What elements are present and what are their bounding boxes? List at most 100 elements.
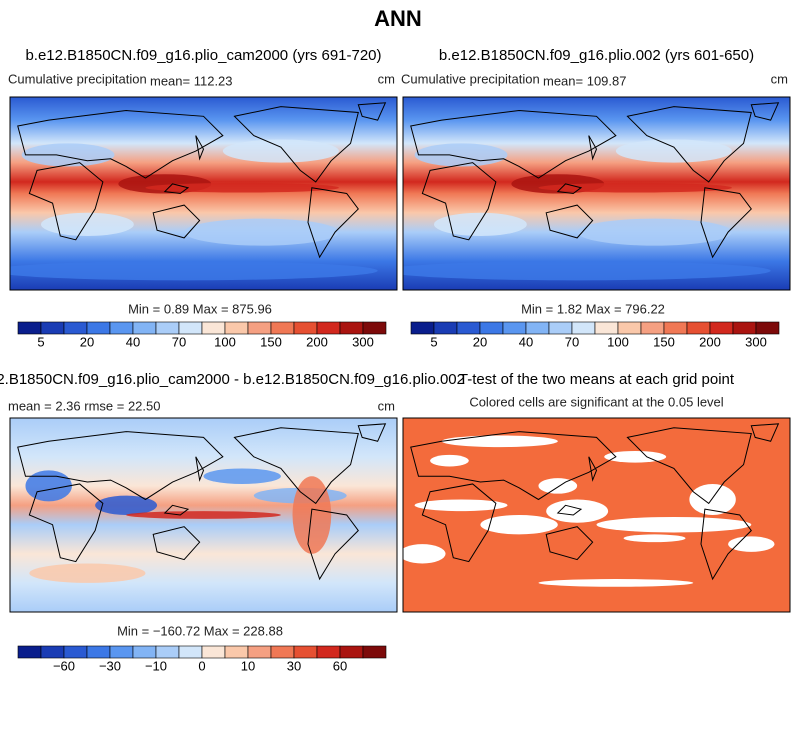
colorbar-box bbox=[270, 321, 295, 335]
map-field bbox=[29, 563, 146, 583]
map-field bbox=[25, 470, 72, 502]
coastline bbox=[700, 187, 752, 259]
colorbar-label: 40 bbox=[519, 334, 533, 349]
coastline bbox=[233, 427, 359, 505]
coastline bbox=[545, 204, 594, 239]
colorbar-label: 200 bbox=[306, 334, 328, 349]
panel-title: b.e12.B1850CN.f09_g16.plio_cam2000 (yrs … bbox=[25, 47, 381, 64]
coastline bbox=[626, 427, 752, 505]
colorbar-box bbox=[293, 645, 318, 659]
colorbar-label: −30 bbox=[99, 658, 121, 673]
colorbar-label: 5 bbox=[37, 334, 44, 349]
colorbar-box bbox=[709, 321, 734, 335]
colorbar-box bbox=[86, 645, 111, 659]
coastline bbox=[152, 204, 201, 239]
right-string: cm bbox=[378, 71, 395, 86]
colorbar-label: 70 bbox=[172, 334, 186, 349]
colorbar-box bbox=[155, 321, 180, 335]
coastline bbox=[233, 106, 359, 183]
colorbar-box bbox=[362, 321, 387, 335]
colorbar-box bbox=[270, 645, 295, 659]
insignificant-area bbox=[604, 450, 667, 463]
insignificant-area bbox=[441, 435, 558, 448]
left-string: Cumulative precipitation bbox=[401, 71, 540, 86]
colorbar-box bbox=[63, 645, 88, 659]
colorbar-box bbox=[571, 321, 596, 335]
coastline bbox=[556, 504, 583, 516]
map bbox=[10, 97, 397, 290]
map-field bbox=[577, 218, 732, 246]
colorbar-box bbox=[40, 645, 65, 659]
map-field bbox=[40, 212, 134, 236]
coastline bbox=[28, 483, 104, 563]
colorbar-box bbox=[155, 645, 180, 659]
colorbar-box bbox=[362, 645, 387, 659]
colorbar-box bbox=[456, 321, 481, 335]
map-frame bbox=[402, 96, 791, 291]
insignificant-area bbox=[403, 544, 446, 564]
colorbar-label: 150 bbox=[653, 334, 675, 349]
coastline bbox=[410, 431, 617, 501]
panel-title: T-test of the two means at each grid poi… bbox=[459, 371, 735, 388]
colorbar-box bbox=[732, 321, 757, 335]
colorbar-label: 70 bbox=[565, 334, 579, 349]
insignificant-area bbox=[728, 536, 775, 552]
coastline bbox=[421, 162, 497, 241]
colorbar-label: 150 bbox=[260, 334, 282, 349]
min-max: Min = 1.82 Max = 796.22 bbox=[521, 301, 665, 316]
coastline bbox=[626, 106, 752, 183]
left-string: mean = 2.36 rmse = 22.50 bbox=[8, 398, 160, 413]
map-field bbox=[403, 97, 790, 290]
map-field bbox=[184, 218, 339, 246]
map-frame bbox=[9, 417, 398, 613]
colorbar-box bbox=[247, 321, 272, 335]
colorbar-box bbox=[293, 321, 318, 335]
coastline bbox=[195, 456, 205, 482]
colorbar-box bbox=[247, 645, 272, 659]
map bbox=[403, 97, 790, 290]
map bbox=[403, 418, 790, 612]
panel-subtitle: Colored cells are significant at the 0.0… bbox=[469, 394, 723, 409]
colorbar-label: 60 bbox=[333, 658, 347, 673]
colorbar-box bbox=[339, 321, 364, 335]
left-string: Cumulative precipitation bbox=[8, 71, 147, 86]
coastline bbox=[163, 504, 190, 516]
map-field bbox=[10, 261, 378, 281]
map-frame bbox=[9, 96, 398, 291]
map-field bbox=[126, 511, 281, 519]
colorbar-box bbox=[17, 321, 42, 335]
map bbox=[10, 418, 397, 612]
coastline bbox=[545, 526, 594, 561]
map-field bbox=[95, 495, 158, 515]
min-max: Min = 0.89 Max = 875.96 bbox=[128, 301, 272, 316]
colorbar-box bbox=[339, 645, 364, 659]
colorbar-label: 30 bbox=[287, 658, 301, 673]
colorbar-box bbox=[178, 321, 203, 335]
colorbar-label: 200 bbox=[699, 334, 721, 349]
right-string: cm bbox=[378, 398, 395, 413]
coastline bbox=[357, 102, 387, 121]
colorbar-label: 100 bbox=[214, 334, 236, 349]
insignificant-area bbox=[538, 579, 694, 587]
map-field bbox=[615, 139, 732, 163]
colorbar-box bbox=[433, 321, 458, 335]
colorbar-label: 20 bbox=[473, 334, 487, 349]
min-max: Min = −160.72 Max = 228.88 bbox=[117, 623, 283, 638]
colorbar-box bbox=[410, 321, 435, 335]
map-field bbox=[292, 476, 332, 554]
insignificant-area bbox=[546, 499, 609, 523]
insignificant-area bbox=[689, 483, 736, 515]
colorbar-box bbox=[201, 321, 226, 335]
colorbar-box bbox=[109, 645, 134, 659]
colorbar-label: 20 bbox=[80, 334, 94, 349]
map-field bbox=[538, 182, 732, 193]
colorbar-box bbox=[86, 321, 111, 335]
coastline bbox=[556, 183, 583, 195]
coastline bbox=[357, 423, 387, 442]
insignificant-area bbox=[414, 499, 508, 512]
colorbar-box bbox=[224, 321, 249, 335]
map-field bbox=[433, 212, 527, 236]
colorbar-label: −60 bbox=[53, 658, 75, 673]
coastline bbox=[195, 135, 205, 161]
colorbar-box bbox=[617, 321, 642, 335]
